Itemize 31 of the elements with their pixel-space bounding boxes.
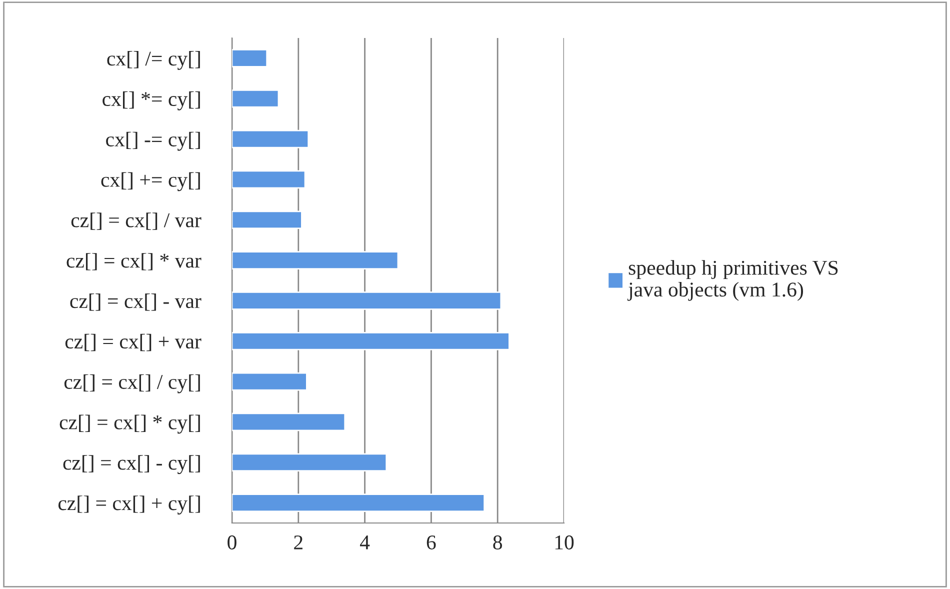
- bar: [232, 130, 310, 148]
- y-tick-label: cx[] /= cy[]: [107, 50, 200, 70]
- x-tick-label: 8: [493, 535, 502, 550]
- bar: [232, 89, 280, 108]
- y-tick-label: cx[] *= cy[]: [102, 91, 200, 110]
- x-tick-label: 2: [294, 535, 302, 550]
- bar: [232, 292, 502, 310]
- y-tick-label: cz[] = cx[] * var: [66, 253, 202, 270]
- x-tick-label: 4: [360, 536, 370, 550]
- bar: [232, 251, 399, 270]
- bar: [232, 170, 306, 189]
- bar: [232, 210, 302, 230]
- bar: [232, 49, 268, 68]
- legend-label: speedup hj primitives VS java objects (vm 1.6): [627, 260, 838, 301]
- x-tick-label: 6: [426, 535, 436, 550]
- y-tick-label: cz[] = cx[] + cy[]: [58, 496, 200, 515]
- bar: [232, 453, 388, 472]
- y-tick-label: cx[] += cy[]: [101, 172, 200, 192]
- y-tick-label: cz[] = cx[] + var: [65, 334, 202, 352]
- y-tick-label: cz[] = cx[] / var: [71, 212, 202, 230]
- bar: [232, 494, 486, 512]
- y-tick-label: cz[] = cx[] - var: [70, 293, 202, 311]
- y-tick-label: cz[] = cx[] - cy[]: [63, 455, 200, 474]
- bar: [232, 412, 346, 432]
- y-tick-label: cx[] -= cy[]: [106, 132, 200, 151]
- y-tick-label: cz[] = cx[] / cy[]: [64, 374, 200, 394]
- y-tick-label: cz[] = cx[] * cy[]: [60, 414, 200, 434]
- bar: [232, 372, 308, 391]
- x-tick-label: 10: [555, 535, 574, 550]
- x-tick-label: 0: [228, 535, 236, 550]
- bar: [232, 332, 510, 350]
